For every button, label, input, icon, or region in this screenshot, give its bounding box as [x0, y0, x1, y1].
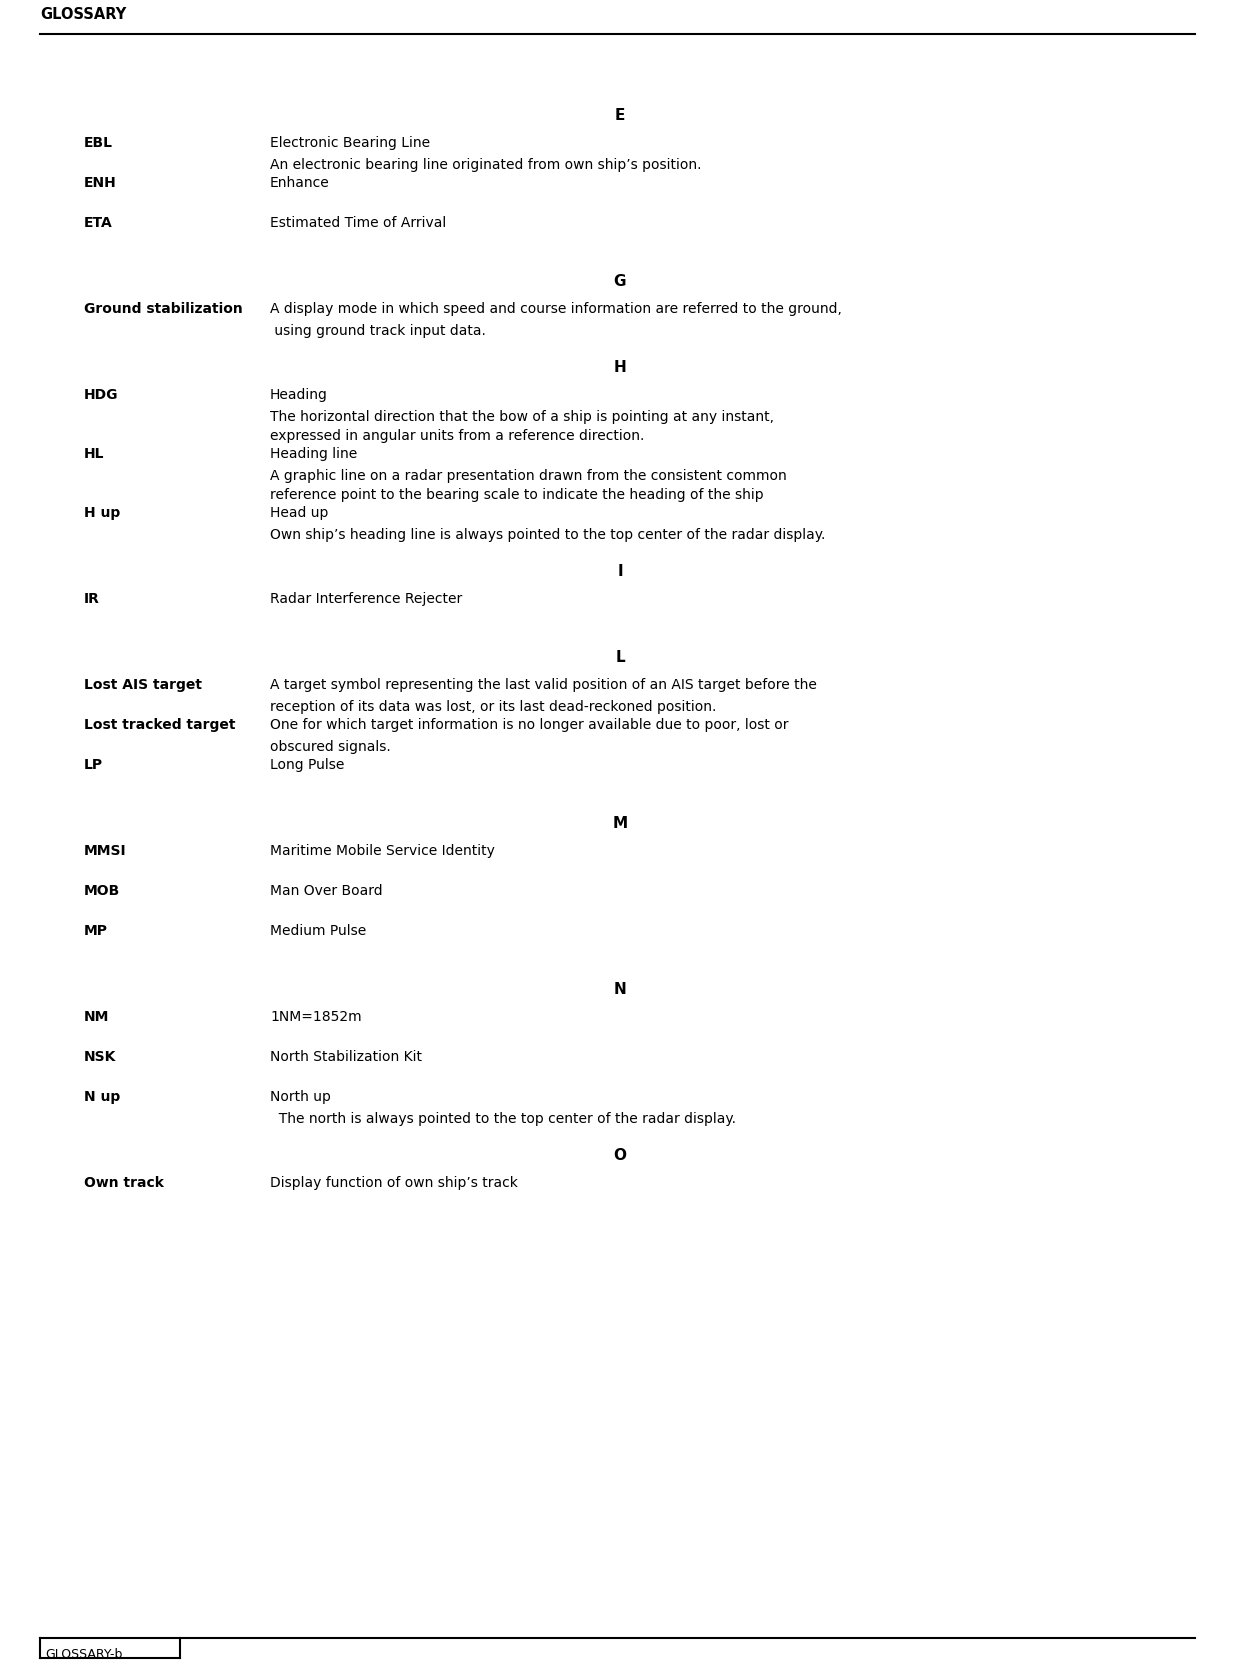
Text: MOB: MOB [84, 884, 120, 898]
Text: A graphic line on a radar presentation drawn from the consistent common: A graphic line on a radar presentation d… [270, 468, 786, 483]
Text: A display mode in which speed and course information are referred to the ground,: A display mode in which speed and course… [270, 302, 842, 315]
Text: Ground stabilization: Ground stabilization [84, 302, 243, 315]
Text: MP: MP [84, 925, 108, 938]
Text: NM: NM [84, 1010, 109, 1024]
Text: H up: H up [84, 507, 120, 520]
Text: L: L [615, 649, 625, 664]
Text: Radar Interference Rejecter: Radar Interference Rejecter [270, 592, 463, 606]
Text: The north is always pointed to the top center of the radar display.: The north is always pointed to the top c… [270, 1113, 737, 1126]
Text: One for which target information is no longer available due to poor, lost or: One for which target information is no l… [270, 718, 789, 732]
Text: reference point to the bearing scale to indicate the heading of the ship: reference point to the bearing scale to … [270, 488, 764, 502]
Text: EBL: EBL [84, 136, 113, 149]
Text: GLOSSARY: GLOSSARY [40, 7, 126, 22]
Text: NSK: NSK [84, 1050, 117, 1064]
Text: Own ship’s heading line is always pointed to the top center of the radar display: Own ship’s heading line is always pointe… [270, 529, 826, 542]
Text: North Stabilization Kit: North Stabilization Kit [270, 1050, 422, 1064]
Text: E: E [615, 107, 625, 122]
Text: Lost AIS target: Lost AIS target [84, 678, 202, 691]
Text: Own track: Own track [84, 1176, 164, 1190]
Text: O: O [614, 1148, 626, 1163]
Text: I: I [618, 564, 622, 579]
Text: Heading line: Heading line [270, 446, 357, 461]
Text: Maritime Mobile Service Identity: Maritime Mobile Service Identity [270, 844, 495, 857]
Text: Lost tracked target: Lost tracked target [84, 718, 236, 732]
Text: Enhance: Enhance [270, 176, 330, 190]
Text: Man Over Board: Man Over Board [270, 884, 383, 898]
Text: A target symbol representing the last valid position of an AIS target before the: A target symbol representing the last va… [270, 678, 817, 691]
Text: Display function of own ship’s track: Display function of own ship’s track [270, 1176, 518, 1190]
Text: The horizontal direction that the bow of a ship is pointing at any instant,: The horizontal direction that the bow of… [270, 409, 774, 425]
Text: MMSI: MMSI [84, 844, 126, 857]
Text: expressed in angular units from a reference direction.: expressed in angular units from a refere… [270, 430, 645, 443]
Text: North up: North up [270, 1091, 331, 1104]
Text: An electronic bearing line originated from own ship’s position.: An electronic bearing line originated fr… [270, 158, 702, 173]
Text: H: H [614, 361, 626, 374]
Text: GLOSSARY-b: GLOSSARY-b [45, 1648, 123, 1661]
Text: ENH: ENH [84, 176, 117, 190]
Text: Electronic Bearing Line: Electronic Bearing Line [270, 136, 430, 149]
Text: N up: N up [84, 1091, 120, 1104]
Text: LP: LP [84, 758, 103, 772]
Text: obscured signals.: obscured signals. [270, 740, 391, 753]
Text: M: M [613, 816, 627, 831]
Text: Estimated Time of Arrival: Estimated Time of Arrival [270, 216, 446, 230]
Text: G: G [614, 274, 626, 289]
Text: 1NM=1852m: 1NM=1852m [270, 1010, 362, 1024]
Text: HL: HL [84, 446, 104, 461]
Text: using ground track input data.: using ground track input data. [270, 324, 486, 337]
Text: N: N [614, 982, 626, 997]
Text: HDG: HDG [84, 388, 119, 403]
Text: Medium Pulse: Medium Pulse [270, 925, 366, 938]
Text: IR: IR [84, 592, 100, 606]
Text: Long Pulse: Long Pulse [270, 758, 345, 772]
Text: ETA: ETA [84, 216, 113, 230]
Text: reception of its data was lost, or its last dead-reckoned position.: reception of its data was lost, or its l… [270, 700, 717, 715]
Text: Heading: Heading [270, 388, 327, 403]
Text: Head up: Head up [270, 507, 329, 520]
